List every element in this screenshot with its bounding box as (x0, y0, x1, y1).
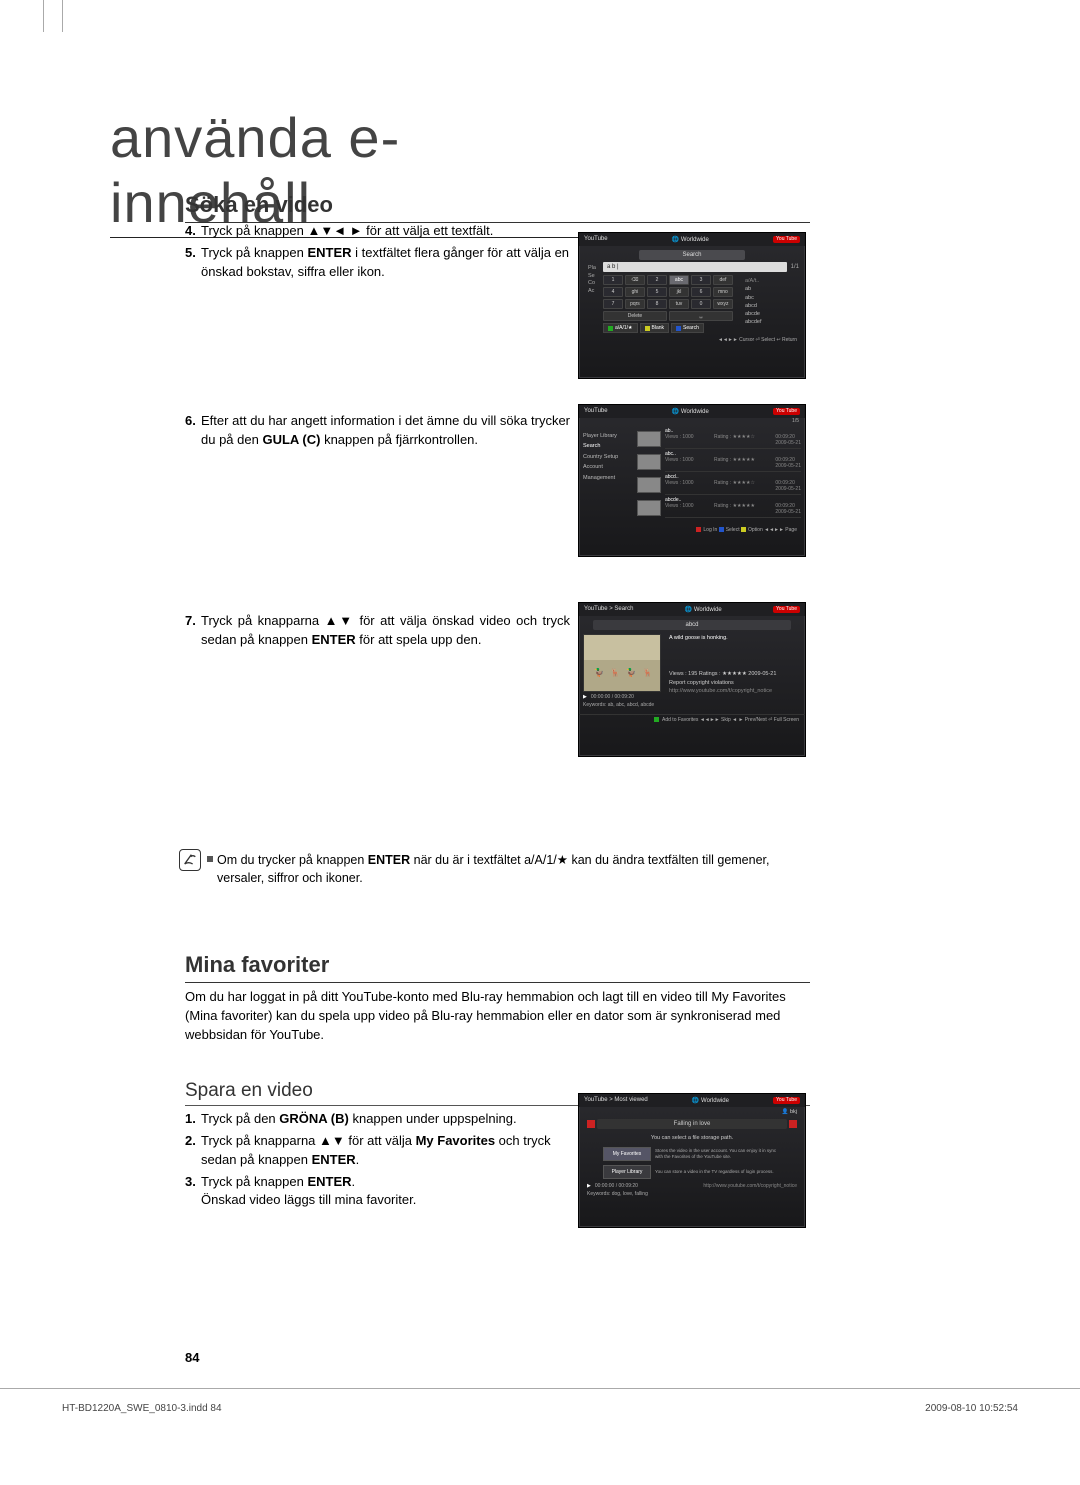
ss-header: YouTube > Most viewed 🌐 Worldwide You Tu… (579, 1094, 805, 1107)
ss-header: YouTube 🌐 Worldwide You Tube (579, 405, 805, 418)
list-item[interactable]: abcd..Views : 1000Rating : ★★★★☆00:09:20… (637, 474, 801, 495)
favorites-body: Om du har loggat in på ditt YouTube-kont… (185, 988, 810, 1045)
option-library[interactable]: Player Library You can store a video in … (583, 1163, 801, 1181)
screenshot-player: YouTube > Search 🌐 Worldwide You Tube ab… (578, 602, 806, 757)
keywords: Keywords: ab, abc, abcd, abcde (583, 700, 801, 710)
bullet-icon (207, 856, 213, 862)
play-icon[interactable]: ▶ (587, 1183, 591, 1189)
step-text: knappen på fjärrkontrollen. (320, 432, 478, 447)
step-num: 6. (185, 412, 196, 431)
step-5: 5. Tryck på knappen ENTER i textfältet f… (185, 244, 570, 282)
note-text: Om du trycker på knappen ENTER när du är… (185, 852, 810, 887)
screenshot-keyboard: YouTube 🌐 Worldwide You Tube Search PlaS… (578, 232, 806, 379)
step-7: 7. Tryck på knapparna ▲▼ för att välja ö… (185, 612, 570, 653)
page-number: 84 (185, 1350, 199, 1365)
search-button[interactable]: Search (671, 323, 704, 333)
keywords: Keywords: dog, love, falling (583, 1189, 801, 1199)
thumbnail (637, 431, 661, 447)
blank-button[interactable]: Blank (640, 323, 670, 333)
step-num: 5. (185, 244, 196, 263)
list-item[interactable]: abc..Views : 1000Rating : ★★★★★00:09:202… (637, 451, 801, 472)
step-3: 3. Tryck på knappen ENTER. Önskad video … (185, 1173, 570, 1211)
result-list: ab..Views : 1000Rating : ★★★★☆00:09:2020… (637, 426, 805, 522)
left-arrow-icon[interactable] (587, 1120, 595, 1128)
list-item[interactable]: abcde..Views : 1000Rating : ★★★★★00:09:2… (637, 497, 801, 518)
note-icon (179, 849, 201, 871)
option-favorites[interactable]: My Favorites Stores the video in the use… (583, 1145, 801, 1163)
enter-key: ENTER (312, 632, 356, 647)
heading-search: Söka en video (185, 192, 810, 223)
thumbnail (637, 454, 661, 470)
section-my-favorites: Mina favoriter (185, 952, 810, 993)
save-steps: 1. Tryck på den GRÖNA (B) knappen under … (185, 1110, 570, 1213)
enter-key: ENTER (307, 1174, 351, 1189)
crop-mark (62, 0, 63, 32)
footer-timestamp: 2009-08-10 10:52:54 (925, 1403, 1018, 1414)
side-col: PlaSeCoAc (583, 262, 601, 333)
step-num: 4. (185, 222, 196, 241)
screenshot-save: YouTube > Most viewed 🌐 Worldwide You Tu… (578, 1093, 806, 1228)
step-text: Tryck på knappen ▲▼◄ ► för att välja ett… (201, 223, 493, 238)
enter-key: ENTER (307, 245, 351, 260)
suggestions: a/A/t.. ababcabcdabcdeabcdef (739, 275, 766, 333)
screenshot-results: YouTube 🌐 Worldwide You Tube 1/5 Player … (578, 404, 806, 557)
enter-key: ENTER (368, 853, 410, 867)
ss-header: YouTube 🌐 Worldwide You Tube (579, 233, 805, 246)
crop-mark (0, 1388, 1080, 1389)
thumbnail (637, 477, 661, 493)
ss-footer: ◄◄►► Cursor ⏎ Select ↩ Return (579, 333, 805, 347)
video-title: Falling in love (597, 1119, 787, 1129)
sidebar: Player Library Search Country Setup Acco… (579, 426, 637, 522)
list-item[interactable]: ab..Views : 1000Rating : ★★★★☆00:09:2020… (637, 428, 801, 449)
search-label: Search (639, 250, 745, 260)
youtube-badge: You Tube (773, 408, 800, 415)
step-2: 2. Tryck på knapparna ▲▼ för att välja M… (185, 1132, 570, 1170)
steps-4-5: 4. Tryck på knappen ▲▼◄ ► för att välja … (185, 222, 570, 285)
crop-mark (43, 0, 44, 32)
step-num: 3. (185, 1173, 196, 1192)
prompt-text: You can select a file storage path. (583, 1131, 801, 1145)
green-b: GRÖNA (B) (279, 1111, 349, 1126)
my-favorites: My Favorites (416, 1133, 495, 1148)
search-input[interactable]: a b | (603, 262, 787, 272)
mode-button[interactable]: a/A/1/★ (603, 323, 638, 333)
result-count: 1/1 (789, 262, 801, 272)
youtube-badge: You Tube (773, 606, 800, 613)
step-text: för att spela upp den. (356, 632, 482, 647)
step-6: 6. Efter att du har angett information i… (185, 412, 570, 453)
step-3-line2: Önskad video läggs till mina favoriter. (201, 1191, 570, 1210)
keyboard-grid: 1⌫2abc3def 4ghi5jkl6mno 7pqrs8tuv0wxyz D… (603, 275, 733, 321)
note-box: Om du trycker på knappen ENTER när du är… (185, 852, 810, 887)
yellow-c: GULA (C) (262, 432, 320, 447)
thumbnail (637, 500, 661, 516)
video-info: A wild goose is honking. Views : 195 Rat… (669, 634, 801, 700)
footer-file: HT-BD1220A_SWE_0810-3.indd 84 (62, 1403, 222, 1414)
step-text: Tryck på knappen (201, 245, 307, 260)
ss-header: YouTube > Search 🌐 Worldwide You Tube (579, 603, 805, 616)
ss-footer: Log In Select Option ◄◄►► Page (579, 524, 805, 536)
video-thumbnail: 🦆 🦌 🦆 🦌 (583, 634, 661, 692)
youtube-badge: You Tube (773, 1097, 800, 1104)
step-num: 2. (185, 1132, 196, 1151)
step-4: 4. Tryck på knappen ▲▼◄ ► för att välja … (185, 222, 570, 241)
logged-user: bkj (583, 1109, 801, 1117)
enter-key: ENTER (312, 1152, 356, 1167)
right-arrow-icon[interactable] (789, 1120, 797, 1128)
step-num: 7. (185, 612, 196, 631)
play-icon[interactable]: ▶ (583, 694, 587, 700)
step-num: 1. (185, 1110, 196, 1129)
heading-favorites: Mina favoriter (185, 952, 810, 983)
video-title: abcd (593, 620, 791, 630)
step-1: 1. Tryck på den GRÖNA (B) knappen under … (185, 1110, 570, 1129)
youtube-badge: You Tube (773, 236, 800, 243)
ss-footer: Add to Favorites ◄◄►► Skip ◄ ► Prev/Next… (579, 714, 805, 725)
